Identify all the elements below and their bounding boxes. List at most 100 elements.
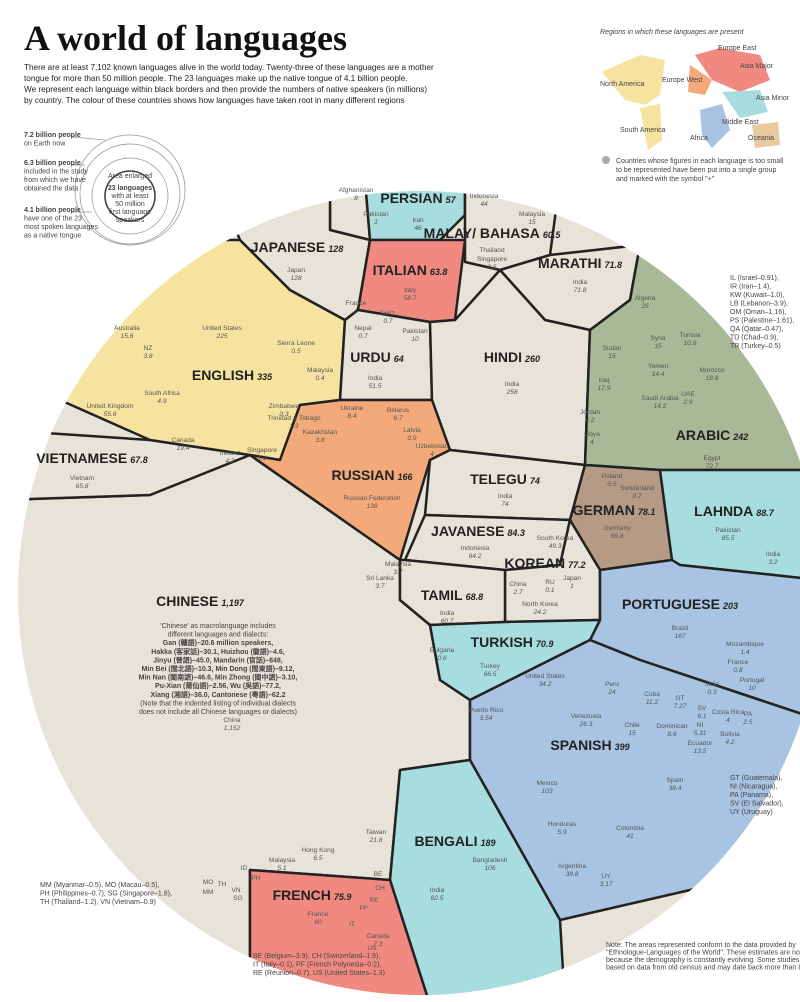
- country-value: 103: [541, 788, 552, 795]
- language-label: FRENCH 75.9: [273, 887, 352, 903]
- chinese-note: (Note that the indented listing of indiv…: [140, 700, 296, 707]
- country-value: 225: [215, 333, 227, 340]
- country-value: 0.5: [487, 264, 496, 271]
- scale-legend-text: 6.3 billion people: [24, 160, 81, 167]
- language-name: FRENCH: [273, 887, 331, 903]
- intro-line: by country. The colour of these countrie…: [24, 96, 405, 105]
- language-total: 68.8: [466, 592, 484, 602]
- scale-legend-text: 7.2 billion people: [24, 132, 81, 139]
- country-name: Malaysia: [269, 857, 295, 864]
- country-value: 74: [501, 501, 509, 508]
- language-label: JAPANESE 128: [251, 239, 343, 255]
- country-value: 1: [570, 583, 574, 590]
- country-name: Singapore: [477, 256, 507, 263]
- country-value: 1: [374, 219, 378, 226]
- country-name: Iran: [412, 217, 424, 224]
- country-name: Indonesia: [470, 193, 499, 200]
- language-name: ARABIC: [676, 427, 730, 443]
- country-name: Venezuela: [571, 713, 602, 720]
- country-value: 13.5: [694, 748, 707, 755]
- chinese-note: Pu-Xian (莆仙語)–2.56, Wu (吳語)–77.2,: [155, 681, 281, 690]
- country-value: 8.6: [667, 731, 676, 738]
- language-label: URDU 64: [350, 349, 403, 365]
- country-name: Ireland: [220, 450, 240, 457]
- country-value: 5.31: [694, 730, 707, 737]
- country-name: Pakistan: [363, 211, 389, 218]
- language-total: 63.8: [430, 267, 448, 277]
- scale-legend-text: 4.1 billion people: [24, 207, 81, 214]
- country-value: 10: [748, 685, 756, 692]
- scale-legend-inner: 23 languages: [108, 185, 152, 192]
- country-name: Kazakhstan: [303, 429, 338, 436]
- country-value: 8: [354, 195, 358, 202]
- language-label: JAVANESE 84.3: [431, 523, 525, 539]
- french-others: IT (Italy–0.1), PF (French Polynesia–0.2…: [253, 962, 381, 969]
- country-name: India: [505, 381, 520, 388]
- language-total: 84.3: [507, 528, 525, 538]
- country-value: 19.4: [177, 445, 190, 452]
- country-name: United States: [525, 673, 565, 680]
- country-name: Bolivia: [720, 731, 740, 738]
- country-value: 51.5: [369, 383, 382, 390]
- country-name: Sudan: [602, 345, 621, 352]
- country-value: 38.4: [669, 785, 682, 792]
- country-value: 4.2: [585, 417, 594, 424]
- country-value: 24.2: [533, 609, 547, 616]
- country-name: France: [728, 659, 749, 666]
- arabic-others: TD (Chad–0.9),: [730, 335, 778, 342]
- scale-legend-inner: speakers: [116, 217, 145, 224]
- country-value: 17.9: [598, 385, 611, 392]
- country-name: Bulgaria: [430, 647, 455, 654]
- language-total: 74: [530, 476, 540, 486]
- language-name: BENGALI: [414, 833, 477, 849]
- map-region-label: Africa: [690, 135, 708, 142]
- country-name: South Korea: [537, 535, 574, 542]
- language-total: 335: [257, 372, 273, 382]
- country-value: 15: [608, 353, 616, 360]
- country-value: 4: [430, 451, 434, 458]
- country-value: 0.1: [545, 587, 554, 594]
- country-name: China: [509, 581, 527, 588]
- language-label: KOREAN 77.2: [504, 555, 585, 571]
- country-value: 26: [640, 303, 649, 310]
- arabic-others: TR (Turkey–0.5): [730, 343, 781, 350]
- country-value: 1: [354, 308, 358, 315]
- country-name: Indonesia: [461, 545, 490, 552]
- country-value: 11.2: [646, 699, 659, 706]
- country-name: Switz.: [379, 310, 397, 317]
- country-name: Trinidad & Tobago: [267, 415, 320, 422]
- country-value: 65.8: [76, 483, 89, 490]
- country-name: Canada: [366, 933, 389, 940]
- country-value: 14.2: [654, 403, 667, 410]
- intro-line: We represent each language within black …: [24, 85, 427, 94]
- language-name: PERSIAN: [380, 190, 442, 206]
- language-total: 260: [524, 354, 540, 364]
- language-group: ARABIC 242Algeria26Sudan15Syria15Tunisia1…: [580, 295, 748, 470]
- intro-line: tongue for more than 50 million people. …: [24, 74, 408, 83]
- country-name: Iraq: [598, 377, 610, 384]
- country-value: 6.5: [313, 855, 322, 862]
- language-label: TAMIL 68.8: [421, 587, 483, 603]
- country-name: Pakistan: [715, 527, 741, 534]
- country-name: Ecuador: [688, 740, 713, 747]
- scale-legend-text: on Earth now: [24, 141, 66, 148]
- country-name: Spain: [667, 777, 684, 784]
- language-label: GERMAN 78.1: [573, 502, 656, 518]
- country-name: IT: [349, 921, 355, 928]
- country-name: India: [705, 681, 720, 688]
- language-name: GERMAN: [573, 502, 635, 518]
- language-label: TELEGU 74: [470, 471, 540, 487]
- country-value: 24: [607, 689, 616, 696]
- language-total: 242: [732, 432, 748, 442]
- country-value: 34.2: [539, 681, 552, 688]
- country-value: 3.2: [768, 559, 777, 566]
- country-name: Australia: [114, 325, 140, 332]
- country-name: Afghanistan: [339, 187, 374, 194]
- country-value: 0.5: [607, 481, 616, 488]
- language-treemap: [18, 191, 800, 995]
